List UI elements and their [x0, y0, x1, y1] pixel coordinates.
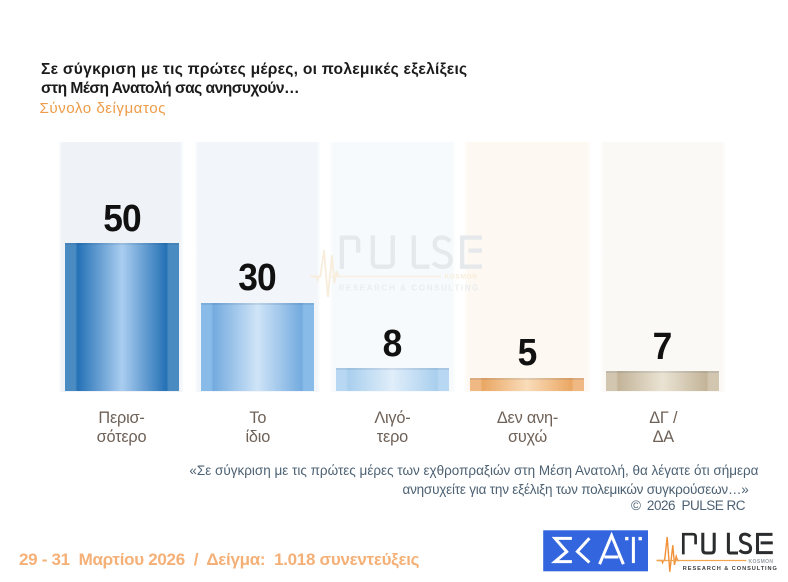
- svg-text:KOSMON: KOSMON: [749, 559, 774, 565]
- svg-text:KOSMON: KOSMON: [445, 273, 478, 280]
- svg-text:RESEARCH & CONSULTING: RESEARCH & CONSULTING: [339, 283, 480, 292]
- svg-text:RESEARCH & CONSULTING: RESEARCH & CONSULTING: [683, 566, 778, 572]
